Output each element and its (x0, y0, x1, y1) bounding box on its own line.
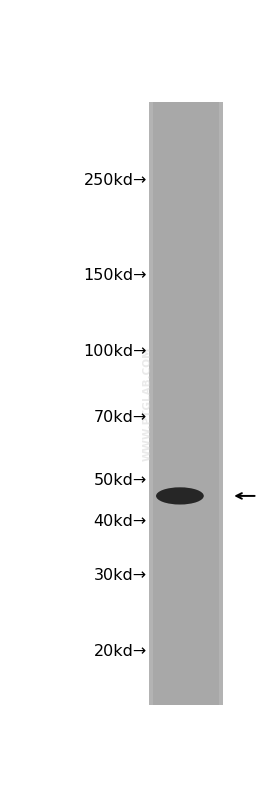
Text: 70kd→: 70kd→ (94, 410, 147, 425)
Text: 150kd→: 150kd→ (83, 268, 147, 283)
Text: 20kd→: 20kd→ (94, 644, 147, 659)
Bar (149, 102, 223, 705)
Text: 250kd→: 250kd→ (83, 173, 147, 188)
Ellipse shape (156, 487, 204, 504)
Text: WWW.PTGLAB.COM: WWW.PTGLAB.COM (143, 346, 153, 461)
Bar (149, 102, 153, 705)
Bar (219, 102, 223, 705)
Text: 40kd→: 40kd→ (94, 515, 147, 530)
Text: 50kd→: 50kd→ (94, 473, 147, 488)
Text: 30kd→: 30kd→ (94, 568, 147, 583)
Text: 100kd→: 100kd→ (83, 344, 147, 359)
